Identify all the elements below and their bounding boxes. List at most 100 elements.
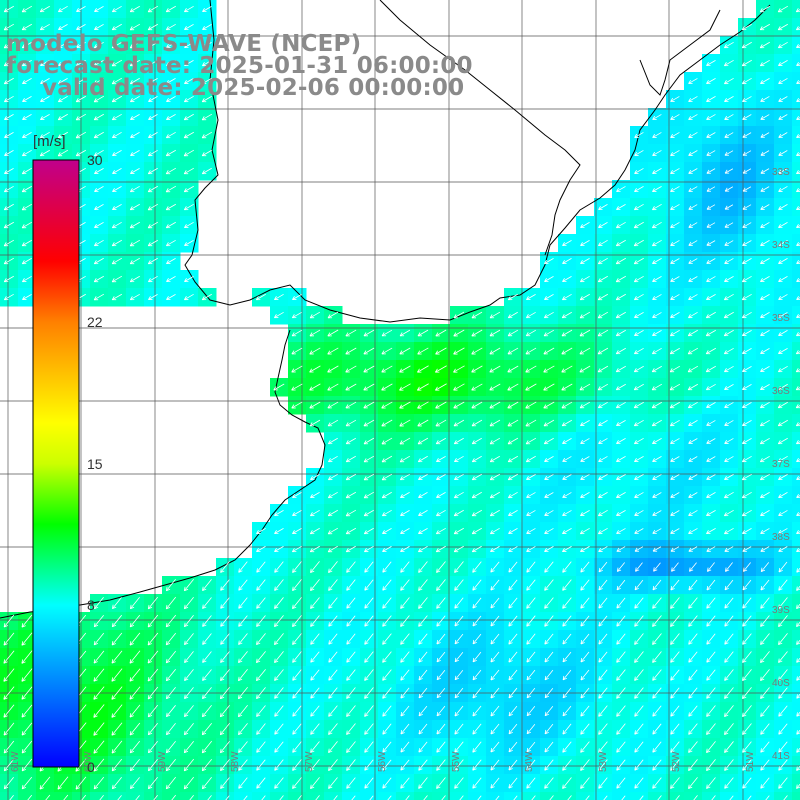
wind-arrow [166, 113, 176, 121]
coastline-river-plate-north [184, 0, 771, 323]
wind-arrow [171, 794, 177, 800]
wind-arrow [166, 60, 176, 67]
wind-cell [792, 144, 800, 163]
wind-cell [792, 612, 800, 631]
wind-arrow [21, 776, 33, 790]
wind-arrow [58, 24, 68, 31]
wind-arrow [40, 41, 50, 49]
colorbar-tick-8: 8 [87, 597, 95, 614]
wind-cell [270, 792, 289, 800]
wind-arrow [184, 95, 194, 103]
wind-arrow [183, 597, 194, 610]
wind-arrow [93, 77, 105, 85]
wind-arrow [21, 704, 33, 718]
wind-cell [792, 576, 800, 595]
wind-cell [198, 792, 217, 800]
wind-arrow [148, 78, 158, 85]
wind-arrow [111, 41, 122, 49]
wind-arrow [165, 668, 176, 682]
wind-arrow [147, 167, 158, 175]
wind-arrow [58, 60, 68, 67]
latitude-label: 39S [772, 605, 790, 616]
latitude-label: 41S [772, 751, 790, 762]
wind-arrow [63, 794, 69, 800]
wind-arrow [4, 168, 14, 175]
wind-arrow [184, 60, 194, 67]
wind-arrow [75, 776, 87, 790]
wind-arrow [111, 113, 122, 121]
wind-arrow [111, 668, 123, 682]
wind-cell [792, 468, 800, 487]
wind-arrow [75, 77, 86, 85]
wind-arrow [165, 650, 177, 664]
wind-cell [180, 792, 199, 800]
wind-arrow [111, 239, 122, 247]
wind-arrow [111, 77, 123, 85]
wind-arrow [147, 5, 159, 13]
wind-cell [522, 792, 541, 800]
wind-cell [288, 792, 307, 800]
wind-arrow [202, 615, 212, 627]
wind-cell [468, 792, 487, 800]
wind-arrow [202, 24, 212, 31]
wind-arrow [39, 131, 50, 139]
wind-arrow [130, 114, 140, 121]
wind-cell [792, 630, 800, 649]
wind-arrow [201, 293, 212, 301]
wind-cell [342, 792, 361, 800]
wind-arrow [184, 687, 194, 699]
wind-cell [594, 792, 613, 800]
wind-arrow [3, 758, 15, 772]
wind-arrow [93, 59, 104, 67]
wind-arrow [129, 23, 141, 31]
wind-arrow [21, 203, 33, 211]
wind-cell [702, 792, 721, 800]
wind-arrow [111, 614, 123, 628]
wind-arrow [112, 186, 122, 193]
coastline-lagoon [639, 9, 721, 96]
wind-cell [720, 792, 739, 800]
wind-arrow [94, 23, 104, 31]
wind-arrow [75, 113, 87, 121]
wind-cell [792, 252, 800, 271]
wind-arrow [165, 131, 176, 139]
wind-arrow [57, 113, 68, 121]
wind-arrow [153, 794, 158, 800]
wind-arrow [165, 221, 176, 229]
wind-arrow [201, 77, 212, 85]
wind-arrow [75, 95, 86, 103]
wind-arrow [220, 561, 230, 573]
wind-arrow [184, 42, 194, 49]
wind-arrow [184, 24, 194, 31]
wind-arrow [147, 203, 159, 211]
wind-arrow [129, 221, 141, 229]
wind-cell [792, 504, 800, 523]
wind-arrow [94, 149, 104, 157]
wind-arrow [165, 5, 176, 13]
wind-arrow [22, 59, 32, 67]
latitude-label: 33S [772, 167, 790, 178]
wind-arrow [3, 776, 14, 790]
wind-arrow [202, 579, 212, 591]
wind-arrow [184, 78, 194, 85]
wind-arrow [3, 203, 14, 211]
wind-arrow [93, 293, 105, 301]
latitude-label: 37S [772, 459, 790, 470]
wind-arrow [165, 776, 177, 790]
wind-arrow [39, 5, 50, 13]
wind-arrow [9, 795, 14, 800]
wind-cell [144, 792, 163, 800]
wind-arrow [22, 149, 32, 157]
wind-arrow [111, 221, 122, 229]
wind-cell [792, 396, 800, 415]
wind-arrow [148, 149, 158, 157]
wind-cell [792, 234, 800, 253]
wind-cell [450, 792, 469, 800]
wind-arrow [93, 275, 104, 283]
wind-arrow [4, 150, 14, 157]
wind-arrow [40, 78, 50, 85]
wind-arrow [135, 795, 140, 800]
wind-cell [792, 36, 800, 55]
wind-cell [792, 522, 800, 541]
